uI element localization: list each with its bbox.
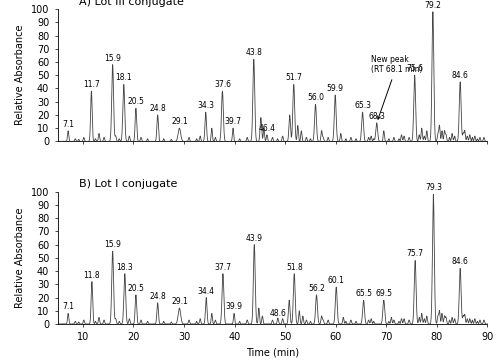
- Text: 24.8: 24.8: [150, 104, 166, 113]
- Text: 18.1: 18.1: [116, 73, 132, 83]
- Text: 48.6: 48.6: [270, 309, 286, 318]
- Text: A) Lot III conjugate: A) Lot III conjugate: [79, 0, 184, 7]
- Text: 75.7: 75.7: [406, 249, 424, 258]
- Text: 65.5: 65.5: [355, 289, 372, 298]
- Text: 43.9: 43.9: [246, 233, 263, 243]
- Text: 15.9: 15.9: [104, 240, 121, 249]
- Text: 29.1: 29.1: [171, 117, 188, 126]
- Text: 7.1: 7.1: [62, 120, 74, 129]
- Text: 79.3: 79.3: [425, 183, 442, 192]
- Text: 79.2: 79.2: [424, 1, 442, 10]
- Y-axis label: Relative Absorbance: Relative Absorbance: [15, 25, 25, 126]
- X-axis label: Time (min): Time (min): [246, 348, 299, 358]
- Text: B) Lot I conjugate: B) Lot I conjugate: [79, 180, 178, 189]
- Text: 11.7: 11.7: [83, 80, 100, 89]
- Text: 34.3: 34.3: [197, 101, 214, 110]
- Text: 46.4: 46.4: [258, 124, 276, 133]
- Text: 59.9: 59.9: [326, 84, 344, 93]
- Text: 24.8: 24.8: [150, 292, 166, 301]
- Text: 7.1: 7.1: [62, 302, 74, 311]
- Text: 75.6: 75.6: [406, 64, 423, 73]
- Text: 39.7: 39.7: [224, 117, 242, 126]
- Text: New peak
(RT 68.1 min): New peak (RT 68.1 min): [372, 55, 423, 119]
- Text: 29.1: 29.1: [171, 297, 188, 306]
- Text: 18.3: 18.3: [116, 263, 133, 272]
- Text: 15.9: 15.9: [104, 54, 121, 63]
- Text: 51.8: 51.8: [286, 263, 302, 272]
- Text: 34.4: 34.4: [198, 287, 214, 295]
- Text: 56.2: 56.2: [308, 284, 325, 293]
- Text: 43.8: 43.8: [246, 49, 262, 57]
- Text: 51.7: 51.7: [286, 73, 302, 83]
- Text: 84.6: 84.6: [452, 257, 468, 266]
- Text: 37.6: 37.6: [214, 80, 231, 89]
- Text: 65.3: 65.3: [354, 101, 371, 110]
- Text: 60.1: 60.1: [328, 276, 344, 285]
- Text: 84.6: 84.6: [452, 71, 468, 80]
- Text: 11.8: 11.8: [84, 271, 100, 280]
- Text: 39.9: 39.9: [226, 302, 242, 311]
- Y-axis label: Relative Absorbance: Relative Absorbance: [15, 207, 25, 308]
- Text: 69.5: 69.5: [376, 289, 392, 298]
- Text: 37.7: 37.7: [214, 263, 232, 272]
- Text: 68.3: 68.3: [368, 112, 385, 121]
- Text: 20.5: 20.5: [128, 284, 144, 293]
- Text: 20.5: 20.5: [128, 97, 144, 106]
- Text: 56.0: 56.0: [307, 93, 324, 102]
